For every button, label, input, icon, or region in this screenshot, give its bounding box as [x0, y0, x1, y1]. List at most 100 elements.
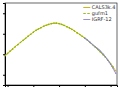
series-point: [84, 38, 85, 39]
x-axis: [6, 85, 118, 87]
tick: [3, 75, 5, 76]
series-point: [103, 55, 104, 56]
tick-mark: [8, 85, 9, 87]
series-point: [15, 46, 16, 47]
series-point: [106, 58, 107, 59]
series-point: [25, 38, 26, 39]
plot-area: CALS3k.4gufm1IGRF-12: [3, 3, 118, 87]
series-point: [100, 50, 101, 51]
series-point: [84, 38, 85, 39]
series-line: [85, 38, 116, 73]
series-point: [102, 53, 103, 54]
series-point: [94, 46, 95, 47]
tick-mark: [59, 85, 60, 87]
series-point: [114, 70, 115, 71]
series-point: [48, 24, 49, 25]
series-point: [66, 26, 67, 27]
series-point: [30, 34, 31, 35]
series-point: [53, 22, 54, 23]
tick-mark: [3, 34, 5, 35]
series-point: [45, 25, 46, 26]
series-point: [115, 73, 116, 74]
legend-swatch: [83, 7, 90, 8]
series-point: [27, 35, 28, 36]
series-point: [45, 24, 46, 25]
tick: [8, 85, 9, 87]
series-point: [35, 30, 36, 31]
series-point: [22, 40, 23, 41]
tick-mark: [111, 85, 112, 87]
tick: [59, 85, 60, 87]
series-point: [56, 22, 57, 23]
legend-item: IGRF-12: [83, 16, 111, 22]
series-point: [82, 36, 83, 37]
series-point: [79, 34, 80, 35]
series-point: [61, 24, 62, 25]
chart-container: CALS3k.4gufm1IGRF-12: [0, 0, 120, 90]
series-point: [74, 30, 75, 31]
series-point: [20, 42, 21, 43]
series-point: [12, 48, 13, 49]
series-point: [76, 32, 77, 33]
series-point: [27, 36, 28, 37]
series-point: [92, 44, 93, 45]
series-point: [82, 36, 83, 37]
tick: [111, 85, 112, 87]
series-point: [40, 27, 41, 28]
axis-line: [3, 4, 6, 86]
series-point: [66, 26, 67, 27]
series-point: [43, 26, 44, 27]
series-point: [33, 32, 34, 33]
series-point: [105, 56, 106, 57]
series-point: [111, 66, 112, 67]
series-line: [5, 23, 113, 67]
series-point: [25, 38, 26, 39]
legend-swatch: [83, 13, 90, 14]
plot-frame: [5, 3, 117, 85]
tick-mark: [85, 85, 86, 87]
series-point: [96, 47, 97, 48]
series-point: [71, 29, 72, 30]
series-point: [5, 55, 6, 56]
series-point: [53, 23, 54, 24]
series-point: [85, 38, 86, 39]
series-point: [69, 27, 70, 28]
series-point: [9, 50, 10, 51]
series-point: [115, 70, 116, 71]
series-point: [38, 28, 39, 29]
series-point: [48, 24, 49, 25]
series-point: [61, 24, 62, 25]
tick: [3, 54, 5, 55]
tick: [33, 85, 34, 87]
series-point: [101, 52, 102, 53]
series-point: [9, 51, 10, 52]
axis-line: [6, 86, 118, 88]
series-point: [51, 23, 52, 24]
series-point: [38, 28, 39, 29]
series-point: [64, 25, 65, 26]
series-point: [43, 25, 44, 26]
series-point: [17, 44, 18, 45]
tick: [3, 13, 5, 14]
legend: CALS3k.4gufm1IGRF-12: [83, 4, 115, 22]
tick-mark: [3, 54, 5, 55]
series-point: [51, 23, 52, 24]
tick-mark: [33, 85, 34, 87]
series-point: [12, 48, 13, 49]
legend-swatch: [83, 19, 90, 20]
series-point: [40, 27, 41, 28]
series-point: [64, 25, 65, 26]
series-point: [110, 64, 111, 65]
series-point: [15, 46, 16, 47]
tick-mark: [3, 75, 5, 76]
series-point: [79, 34, 80, 35]
series-point: [107, 60, 108, 61]
series-point: [98, 49, 99, 50]
series-point: [58, 23, 59, 24]
series-point: [87, 39, 88, 40]
tick: [3, 34, 5, 35]
series-point: [112, 68, 113, 69]
series-point: [93, 45, 94, 46]
series-point: [58, 23, 59, 24]
series-point: [107, 60, 108, 61]
